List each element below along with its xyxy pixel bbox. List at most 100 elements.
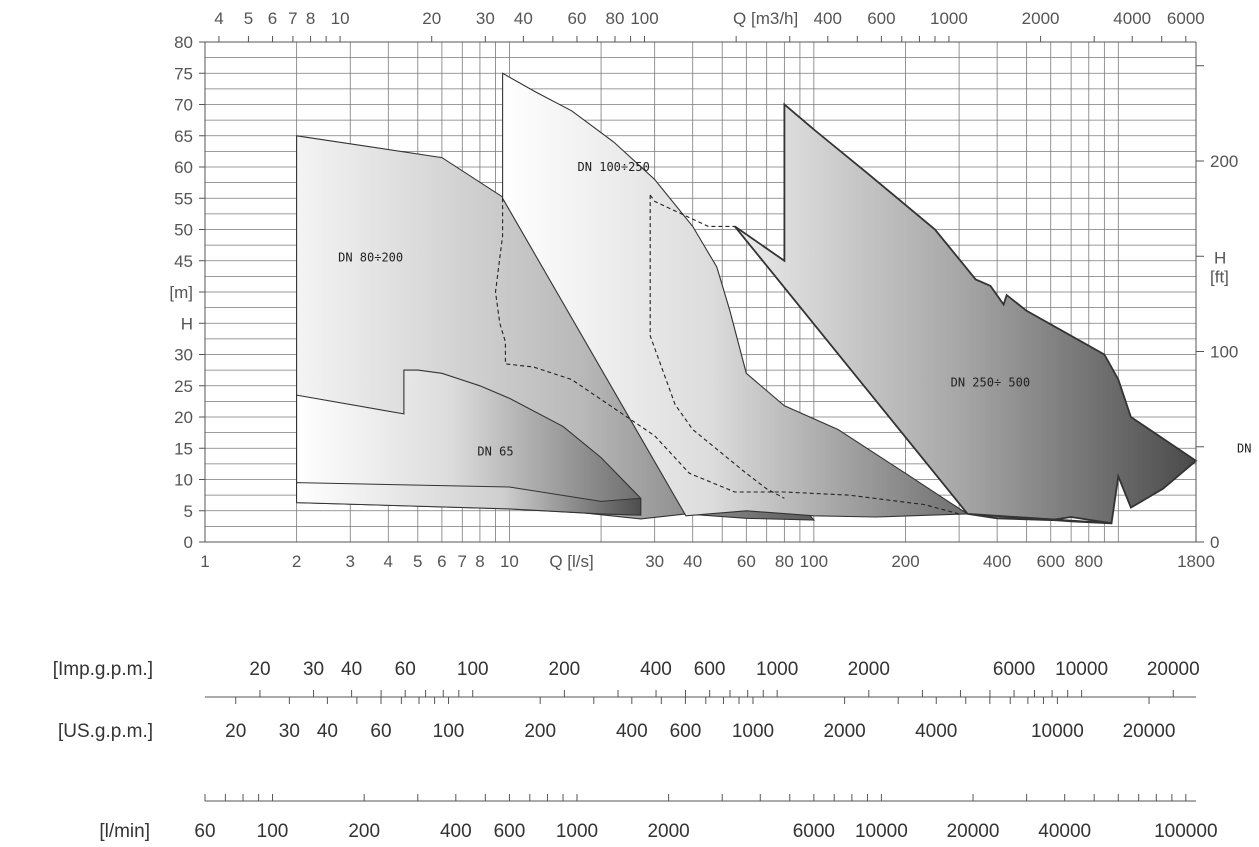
top-tick-label: 8 (306, 9, 315, 28)
scale-tick-label: 400 (640, 659, 672, 680)
x-tick-label: 400 (983, 552, 1011, 571)
top-tick-label: 5 (244, 9, 253, 28)
x-tick-label: 1800 (1177, 552, 1215, 571)
scale-tick-label: 600 (670, 721, 702, 742)
region-dn-250-500 (734, 102, 1198, 525)
scale-label: [l/min] (99, 821, 150, 842)
top-tick-label: 20 (422, 9, 441, 28)
scale-label: [US.g.p.m.] (58, 721, 153, 742)
y-tick-label: 45 (174, 252, 193, 271)
scale-tick-label: 20 (225, 721, 246, 742)
right-edge-label: DN (1237, 441, 1251, 455)
top-tick-label: 600 (867, 9, 895, 28)
scale-tick-label: 1000 (756, 659, 798, 680)
y-tick-label: 15 (174, 439, 193, 458)
y-tick-label: 75 (174, 64, 193, 83)
scale-tick-label: 4000 (915, 721, 957, 742)
scale-tick-label: 200 (348, 821, 380, 842)
x-tick-label: 600 (1037, 552, 1065, 571)
y-tick-label: 60 (174, 158, 193, 177)
scale-tick-label: 400 (440, 821, 472, 842)
pump-regions (296, 72, 1198, 525)
region-dn-100-250 (502, 72, 970, 518)
y-tick-label: H (181, 314, 193, 333)
scale-tick-label: 20000 (947, 821, 1000, 842)
scale-tick-label: 10000 (855, 821, 908, 842)
scale-tick-label: 200 (524, 721, 556, 742)
scale-tick-label: 600 (694, 659, 726, 680)
scale-tick-label: 600 (494, 821, 526, 842)
scale-tick-label: 2000 (647, 821, 689, 842)
scale-label: [Imp.g.p.m.] (53, 659, 153, 680)
y-tick-label: 0 (184, 533, 193, 552)
dashed-boundary (649, 194, 735, 227)
right-axis-label-h: H (1214, 249, 1226, 268)
x-tick-label: 1 (200, 552, 209, 571)
top-tick-label: 80 (606, 9, 625, 28)
y-tick-label: 20 (174, 408, 193, 427)
dashed-boundaries (494, 194, 960, 515)
top-tick-label: 10 (331, 9, 350, 28)
scale-tick-label: 400 (616, 721, 648, 742)
right-tick-label: 200 (1210, 152, 1238, 171)
y-tick-label: 70 (174, 96, 193, 115)
axes (199, 36, 1204, 543)
scale-tick-label: 100 (457, 659, 489, 680)
scale-tick-label: 20000 (1123, 721, 1176, 742)
scale-tick-label: 40 (317, 721, 338, 742)
scale-tick-label: 60 (370, 721, 391, 742)
scale-tick-label: 200 (549, 659, 581, 680)
top-tick-label: 4 (214, 9, 223, 28)
x-tick-label: 3 (346, 552, 355, 571)
top-tick-label: 400 (814, 9, 842, 28)
scale-tick-label: 30 (303, 659, 324, 680)
right-tick-label: 0 (1210, 533, 1219, 552)
x-tick-label: 80 (775, 552, 794, 571)
scale-tick-label: 30 (279, 721, 300, 742)
scale-tick-label: 1000 (732, 721, 774, 742)
y-tick-label: 30 (174, 346, 193, 365)
top-tick-label: 2000 (1022, 9, 1060, 28)
x-tick-label: 7 (458, 552, 467, 571)
y-tick-label: 65 (174, 127, 193, 146)
x-tick-label: 30 (645, 552, 664, 571)
x-tick-label: 5 (413, 552, 422, 571)
y-tick-label: [m] (169, 283, 193, 302)
x-tick-label: 10 (500, 552, 519, 571)
top-tick-label: 1000 (930, 9, 968, 28)
scale-tick-label: 10000 (1031, 721, 1084, 742)
scale-tick-label: 40000 (1038, 821, 1091, 842)
top-tick-label: 6000 (1167, 9, 1205, 28)
scale-tick-label: 100 (257, 821, 289, 842)
y-tick-label: 5 (184, 502, 193, 521)
top-tick-label: Q [m3/h] (733, 9, 798, 28)
scale-tick-label: 60 (395, 659, 416, 680)
scale-tick-label: 10000 (1055, 659, 1108, 680)
x-tick-label: Q [l/s] (549, 552, 593, 571)
y-tick-label: 80 (174, 33, 193, 52)
region-label: DN 80÷200 (338, 251, 403, 265)
x-tick-label: 200 (891, 552, 919, 571)
top-tick-label: 6 (268, 9, 277, 28)
x-tick-label: 60 (737, 552, 756, 571)
scale-tick-label: 2000 (823, 721, 865, 742)
scale-tick-label: 1000 (556, 821, 598, 842)
dashed-boundary (494, 198, 960, 515)
scale-tick-label: 20 (249, 659, 270, 680)
x-tick-label: 100 (800, 552, 828, 571)
x-tick-label: 40 (683, 552, 702, 571)
top-tick-label: 100 (630, 9, 658, 28)
scale-tick-label: 100000 (1154, 821, 1217, 842)
x-tick-label: 8 (475, 552, 484, 571)
scale-tick-label: 6000 (793, 821, 835, 842)
top-tick-label: 40 (514, 9, 533, 28)
top-tick-label: 60 (568, 9, 587, 28)
scale-tick-label: 2000 (848, 659, 890, 680)
scale-tick-label: 100 (433, 721, 465, 742)
dashed-boundary (649, 195, 785, 499)
region-label: DN 250÷ 500 (951, 376, 1030, 390)
region-dn-65-base (296, 482, 642, 516)
y-tick-label: 50 (174, 221, 193, 240)
